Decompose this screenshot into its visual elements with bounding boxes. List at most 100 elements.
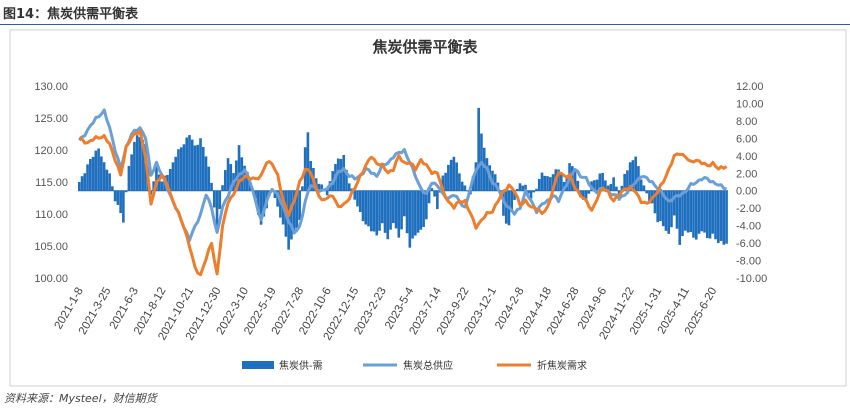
balance-bar [595, 179, 599, 191]
right-tick-label: 4.00 [736, 151, 757, 163]
balance-bar [447, 164, 450, 191]
right-tick-label: 2.00 [736, 168, 757, 180]
balance-bar [653, 190, 657, 214]
balance-bar [105, 169, 109, 191]
balance-bar [276, 190, 279, 207]
balance-bar [193, 145, 197, 191]
balance-bar [609, 183, 613, 191]
balance-bar [661, 190, 665, 227]
balance-bar [587, 190, 591, 194]
balance-bar [100, 156, 103, 191]
balance-bar [518, 183, 522, 191]
balance-bar [416, 190, 420, 233]
balance-bar [113, 190, 117, 202]
balance-bar [160, 181, 164, 191]
right-tick-label: -10.00 [736, 273, 767, 285]
balance-bar [339, 158, 343, 191]
balance-bar [320, 184, 323, 191]
balance-bar [207, 166, 211, 191]
balance-bar [510, 190, 514, 212]
balance-bar [342, 155, 346, 191]
balance-bar [719, 190, 723, 241]
balance-bar [394, 190, 398, 229]
balance-bar [427, 190, 431, 204]
balance-bar [414, 190, 417, 236]
chart-title: 焦炭供需平衡表 [371, 38, 478, 56]
balance-bar [177, 149, 180, 191]
figure-divider [0, 24, 850, 25]
balance-bar [295, 190, 299, 228]
balance-bar [122, 190, 125, 223]
balance-bar [301, 186, 304, 191]
balance-bar [119, 190, 122, 214]
balance-bar [656, 190, 660, 223]
balance-bar [642, 185, 646, 191]
balance-bar [127, 165, 131, 191]
balance-bar [155, 163, 158, 191]
balance-bar [714, 190, 717, 240]
balance-bar [94, 150, 98, 191]
balance-bar [168, 169, 172, 191]
balance-bar [124, 190, 128, 193]
balance-bar [493, 174, 497, 191]
balance-bar [559, 174, 563, 191]
legend-label-demand: 折焦炭需求 [537, 359, 587, 372]
balance-bar [708, 190, 712, 239]
balance-bar [383, 190, 387, 233]
balance-bar [546, 176, 549, 191]
balance-bar [529, 190, 533, 199]
balance-bar [372, 190, 376, 232]
source-note: 资料来源：Mysteel，财信期货 [4, 392, 157, 405]
balance-bar [449, 159, 453, 191]
balance-bar [628, 162, 632, 191]
balance-bar [441, 175, 445, 191]
balance-bar [422, 190, 425, 227]
balance-bar [237, 145, 241, 191]
right-axis-ticks: -10.00 -8.00 -6.00 -4.00 -2.00 0.00 2.00 4.00 6.… [736, 81, 767, 285]
right-tick-label: -2.00 [736, 203, 761, 215]
legend-label-supply: 焦炭总供应 [403, 359, 453, 372]
balance-bar [204, 156, 208, 191]
balance-bar [397, 190, 401, 238]
balance-bar [91, 156, 95, 191]
balance-bar [648, 190, 651, 201]
balance-bar [221, 185, 224, 191]
right-tick-label: -6.00 [736, 238, 761, 250]
balance-bar [551, 174, 555, 191]
balance-bar [436, 190, 439, 210]
balance-bar [548, 177, 552, 191]
balance-bar [378, 190, 381, 231]
balance-bar [290, 190, 293, 240]
balance-bar [593, 180, 596, 191]
balance-bar [188, 135, 191, 191]
balance-bar [89, 158, 92, 191]
balance-bar [215, 190, 219, 229]
balance-bar [358, 190, 362, 213]
left-axis-ticks: 100.00 105.00 110.00 115.00 120.00 125.00 130.… [34, 81, 68, 285]
right-tick-label: 6.00 [736, 133, 757, 145]
balance-bar [218, 190, 222, 210]
balance-bar [463, 185, 467, 191]
right-tick-label: 8.00 [736, 116, 757, 128]
balance-bar [670, 190, 673, 228]
balance-bar [262, 190, 266, 217]
balance-bar [582, 190, 585, 200]
balance-bar [196, 144, 200, 191]
balance-bar [157, 174, 161, 191]
balance-bar [678, 190, 682, 245]
balance-bar [425, 190, 428, 220]
balance-bar [353, 190, 357, 200]
balance-bar [524, 184, 527, 191]
balance-bars [78, 107, 728, 250]
balance-bar [361, 190, 365, 222]
balance-bar [700, 190, 704, 232]
balance-bar [102, 162, 106, 191]
balance-bar [141, 139, 144, 191]
balance-bar [606, 185, 610, 191]
balance-bar [477, 107, 480, 191]
balance-bar [711, 190, 715, 234]
balance-bar [631, 160, 635, 191]
balance-bar [174, 156, 178, 191]
balance-bar [683, 190, 687, 231]
balance-bar [138, 137, 142, 191]
